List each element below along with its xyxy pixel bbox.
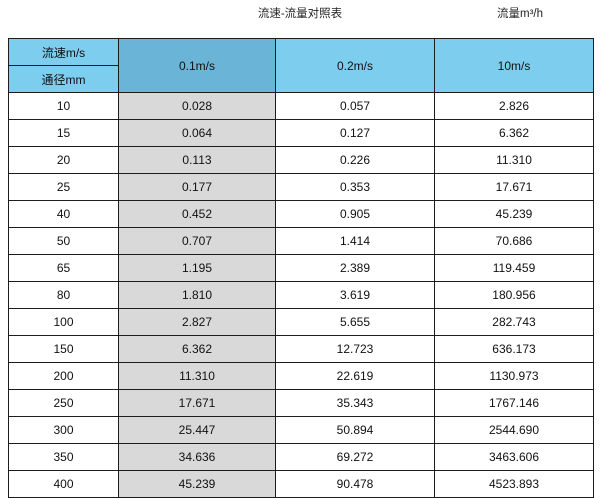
table-row: 10 0.028 0.057 2.826 (8, 92, 594, 120)
cell-flow-0: 1.810 (118, 281, 276, 309)
cell-flow-1: 0.127 (275, 119, 435, 147)
cell-flow-0: 25.447 (118, 416, 276, 444)
cell-flow-0: 0.707 (118, 227, 276, 255)
header-col-1: 0.2m/s (275, 38, 435, 93)
cell-flow-0: 2.827 (118, 308, 276, 336)
cell-flow-2: 282.743 (434, 308, 594, 336)
cell-flow-0: 6.362 (118, 335, 276, 363)
cell-flow-2: 6.362 (434, 119, 594, 147)
cell-flow-1: 0.226 (275, 146, 435, 174)
table-body: 10 0.028 0.057 2.826 15 0.064 0.127 6.362 20 0.11… (8, 92, 594, 498)
cell-flow-1: 50.894 (275, 416, 435, 444)
table-row: 15 0.064 0.127 6.362 (8, 119, 594, 147)
cell-flow-2: 636.173 (434, 335, 594, 363)
cell-diameter: 150 (8, 335, 119, 363)
cell-flow-2: 45.239 (434, 200, 594, 228)
cell-flow-1: 12.723 (275, 335, 435, 363)
cell-flow-0: 0.177 (118, 173, 276, 201)
cell-diameter: 300 (8, 416, 119, 444)
cell-flow-1: 0.905 (275, 200, 435, 228)
cell-flow-0: 0.064 (118, 119, 276, 147)
header-row-bottom: 通径mm (8, 65, 594, 93)
cell-flow-2: 2.826 (434, 92, 594, 120)
table-row: 350 34.636 69.272 3463.606 (8, 443, 594, 471)
cell-flow-2: 17.671 (434, 173, 594, 201)
cell-diameter: 15 (8, 119, 119, 147)
cell-diameter: 200 (8, 362, 119, 390)
cell-flow-1: 0.057 (275, 92, 435, 120)
cell-flow-1: 3.619 (275, 281, 435, 309)
caption-row: 流速-流量对照表 流量m³/h (0, 0, 600, 36)
cell-flow-0: 45.239 (118, 470, 276, 498)
cell-diameter: 80 (8, 281, 119, 309)
cell-diameter: 10 (8, 92, 119, 120)
header-row-top: 流速m/s 0.1m/s 0.2m/s 10m/s (8, 38, 594, 93)
table-row: 25 0.177 0.353 17.671 (8, 173, 594, 201)
cell-flow-2: 70.686 (434, 227, 594, 255)
cell-diameter: 50 (8, 227, 119, 255)
table-row: 20 0.113 0.226 11.310 (8, 146, 594, 174)
cell-flow-0: 34.636 (118, 443, 276, 471)
cell-flow-2: 4523.893 (434, 470, 594, 498)
table-row: 300 25.447 50.894 2544.690 (8, 416, 594, 444)
cell-flow-2: 2544.690 (434, 416, 594, 444)
cell-diameter: 40 (8, 200, 119, 228)
table-row: 200 11.310 22.619 1130.973 (8, 362, 594, 390)
cell-flow-1: 22.619 (275, 362, 435, 390)
header-col-2: 10m/s (434, 38, 594, 93)
table-row: 50 0.707 1.414 70.686 (8, 227, 594, 255)
table-row: 65 1.195 2.389 119.459 (8, 254, 594, 282)
table-row: 400 45.239 90.478 4523.893 (8, 470, 594, 498)
table-header: 流速m/s 0.1m/s 0.2m/s 10m/s 通径mm (8, 38, 594, 93)
flow-unit-label: 流量m³/h (497, 8, 543, 20)
header-diameter-label: 通径mm (8, 65, 119, 93)
table-row: 40 0.452 0.905 45.239 (8, 200, 594, 228)
table-row: 80 1.810 3.619 180.956 (8, 281, 594, 309)
cell-diameter: 100 (8, 308, 119, 336)
cell-flow-0: 11.310 (118, 362, 276, 390)
cell-flow-0: 1.195 (118, 254, 276, 282)
cell-flow-0: 0.452 (118, 200, 276, 228)
cell-diameter: 250 (8, 389, 119, 417)
cell-flow-2: 11.310 (434, 146, 594, 174)
flow-velocity-table: 流速m/s 0.1m/s 0.2m/s 10m/s 通径mm 10 0.028 0.… (8, 38, 594, 498)
table-row: 150 6.362 12.723 636.173 (8, 335, 594, 363)
header-velocity-label: 流速m/s (8, 38, 119, 66)
cell-flow-1: 0.353 (275, 173, 435, 201)
cell-diameter: 25 (8, 173, 119, 201)
cell-flow-1: 90.478 (275, 470, 435, 498)
cell-flow-2: 119.459 (434, 254, 594, 282)
cell-diameter: 400 (8, 470, 119, 498)
cell-diameter: 350 (8, 443, 119, 471)
cell-flow-1: 35.343 (275, 389, 435, 417)
header-col-0: 0.1m/s (118, 38, 276, 93)
cell-diameter: 20 (8, 146, 119, 174)
cell-flow-2: 1130.973 (434, 362, 594, 390)
cell-flow-0: 17.671 (118, 389, 276, 417)
cell-flow-1: 69.272 (275, 443, 435, 471)
cell-flow-2: 1767.146 (434, 389, 594, 417)
cell-flow-2: 180.956 (434, 281, 594, 309)
flow-velocity-table-wrapper: 流速m/s 0.1m/s 0.2m/s 10m/s 通径mm 10 0.028 0.… (8, 38, 594, 498)
cell-diameter: 65 (8, 254, 119, 282)
table-row: 250 17.671 35.343 1767.146 (8, 389, 594, 417)
page-title: 流速-流量对照表 (257, 8, 343, 20)
cell-flow-0: 0.028 (118, 92, 276, 120)
cell-flow-1: 1.414 (275, 227, 435, 255)
cell-flow-1: 2.389 (275, 254, 435, 282)
cell-flow-0: 0.113 (118, 146, 276, 174)
cell-flow-2: 3463.606 (434, 443, 594, 471)
cell-flow-1: 5.655 (275, 308, 435, 336)
table-row: 100 2.827 5.655 282.743 (8, 308, 594, 336)
